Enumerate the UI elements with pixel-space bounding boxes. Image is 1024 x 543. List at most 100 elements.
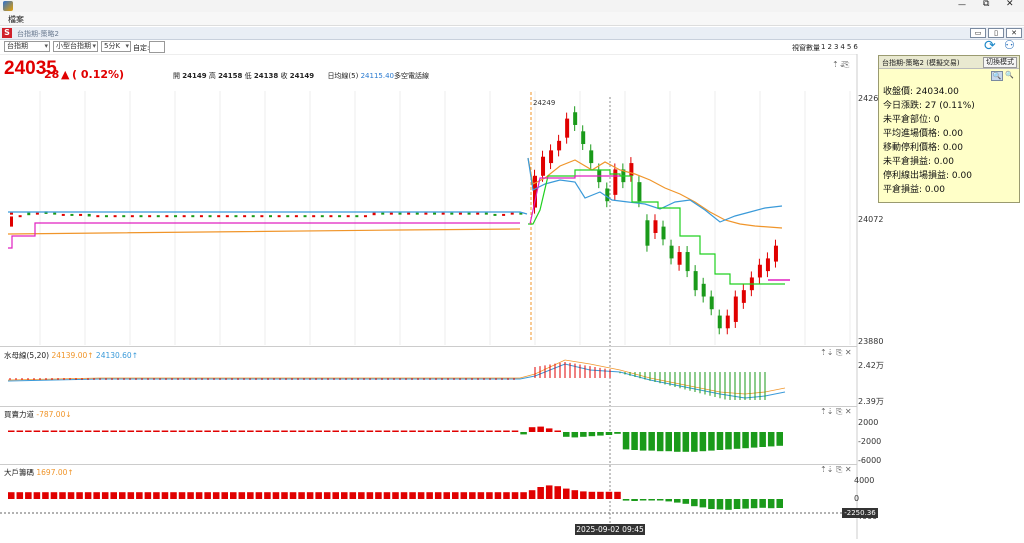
tile-button[interactable]: ▯ xyxy=(988,28,1004,38)
candle xyxy=(389,212,393,215)
menu-file[interactable]: 檔案 xyxy=(8,15,24,24)
page-number[interactable]: 4 xyxy=(840,43,845,51)
candle xyxy=(510,212,514,215)
page-number[interactable]: 2 xyxy=(827,43,832,51)
page-number[interactable]: 3 xyxy=(833,43,839,51)
histogram-bar xyxy=(298,492,305,499)
histogram-bar xyxy=(204,492,211,499)
major-holder-name: 大戶籌碼 xyxy=(4,468,34,477)
chart-copy-icon[interactable]: ⎘ xyxy=(843,60,850,69)
histogram-bar xyxy=(639,432,647,451)
histogram-bar xyxy=(631,432,638,450)
histogram-bar xyxy=(212,430,220,432)
candle xyxy=(757,264,762,278)
histogram-bar xyxy=(503,492,510,499)
candle xyxy=(677,252,682,265)
histogram-bar xyxy=(289,430,297,432)
histogram-bar xyxy=(503,430,510,432)
candle xyxy=(407,212,411,215)
candle xyxy=(733,296,738,322)
series-line xyxy=(527,157,783,229)
histogram-bar xyxy=(434,492,442,499)
switch-mode-button[interactable]: 切換模式 xyxy=(983,57,1017,68)
zoom-in-icon[interactable]: 🔍 xyxy=(991,71,1003,81)
histogram-bar xyxy=(588,432,596,437)
panel1-settings-icon[interactable]: ⇡⇣ ⎘ ✕ xyxy=(820,348,852,357)
histogram-bar xyxy=(691,499,698,507)
histogram-bar xyxy=(247,430,254,432)
histogram-bar xyxy=(230,492,237,499)
chart-settings-icon[interactable]: ⇡⇣ xyxy=(832,60,846,69)
histogram-bar xyxy=(580,491,587,499)
user-settings-icon[interactable]: ⚇ xyxy=(1004,38,1015,52)
histogram-bar xyxy=(101,492,109,499)
buy-sell-power-label: 買賣力道 -787.00↓ xyxy=(4,409,72,420)
page-number[interactable]: 5 xyxy=(846,43,852,51)
contract-select[interactable]: 小型台指期 xyxy=(53,41,98,52)
histogram-bar xyxy=(289,492,297,499)
page-number[interactable]: 1 xyxy=(821,43,826,51)
candle xyxy=(637,182,642,202)
histogram-bar xyxy=(281,430,288,432)
histogram-bar xyxy=(119,430,126,432)
product-select[interactable]: 台指期 xyxy=(4,41,50,52)
panel1-axis-bottom: 2.39万 xyxy=(858,397,884,406)
histogram-bar xyxy=(144,430,152,432)
histogram-bar xyxy=(469,492,476,499)
histogram-bar xyxy=(170,430,177,432)
toolbar: 台指期 小型台指期 5分K 自定: 視窗數量 1 2 3 4 5 6 ⟳ ⚇ xyxy=(0,38,1024,54)
info-day-change: 今日漲跌: 27 (0.11%) xyxy=(883,101,975,111)
histogram-bar xyxy=(358,430,365,432)
histogram-bar xyxy=(50,430,58,432)
histogram-bar xyxy=(59,492,66,499)
candle xyxy=(346,215,350,218)
histogram-bar xyxy=(110,430,117,432)
histogram-bar xyxy=(452,430,459,432)
candle xyxy=(741,290,746,303)
candle xyxy=(372,212,376,216)
series-line xyxy=(7,228,521,235)
histogram-bar xyxy=(136,430,143,432)
histogram-bar xyxy=(212,492,220,499)
close-button[interactable]: ✕ xyxy=(1006,0,1014,9)
histogram-bar xyxy=(238,430,246,432)
price-change: 28 xyxy=(44,68,60,81)
histogram-bar xyxy=(400,430,408,432)
custom-input[interactable] xyxy=(149,41,165,53)
histogram-bar xyxy=(776,499,783,508)
histogram-bar xyxy=(580,432,587,437)
histogram-bar xyxy=(8,430,15,432)
histogram-bar xyxy=(554,486,561,499)
zoom-out-icon[interactable]: 🔍 xyxy=(1005,71,1014,79)
candle xyxy=(717,315,722,329)
minimize-button[interactable]: — xyxy=(958,0,966,9)
candle xyxy=(191,215,195,218)
histogram-bar xyxy=(392,430,399,432)
histogram-bar xyxy=(554,430,561,432)
open-label: 開 xyxy=(173,72,180,80)
histogram-bar xyxy=(281,492,288,499)
histogram-bar xyxy=(597,432,604,436)
restore-button[interactable]: ▭ xyxy=(970,28,986,38)
strategy-title-text: 台指期-策略2 (模擬交易) xyxy=(882,59,960,67)
histogram-bar xyxy=(656,432,664,452)
refresh-icon[interactable]: ⟳ xyxy=(984,38,996,54)
interval-select[interactable]: 5分K xyxy=(101,41,131,52)
candle xyxy=(381,212,385,215)
page-number[interactable]: 6 xyxy=(853,43,858,51)
panel2-settings-icon[interactable]: ⇡⇣ ⎘ ✕ xyxy=(820,407,852,416)
candle xyxy=(61,213,65,216)
ohlc-line: 開 24149 高 24158 低 24138 收 24149 日均線(5) 2… xyxy=(173,71,429,81)
panel3-settings-icon[interactable]: ⇡⇣ ⎘ ✕ xyxy=(820,465,852,474)
panel-separator xyxy=(0,346,857,347)
window-titlebar: — ⧉ ✕ xyxy=(0,0,1024,12)
window-close-button[interactable]: ✕ xyxy=(1006,28,1022,38)
histogram-bar xyxy=(597,491,604,499)
histogram-bar xyxy=(528,490,536,499)
histogram-bar xyxy=(264,430,271,432)
maximize-button[interactable]: ⧉ xyxy=(983,0,990,9)
histogram-bar xyxy=(588,491,596,499)
candle xyxy=(269,215,272,218)
last-price: 24035 xyxy=(4,58,57,79)
candle xyxy=(70,213,74,216)
